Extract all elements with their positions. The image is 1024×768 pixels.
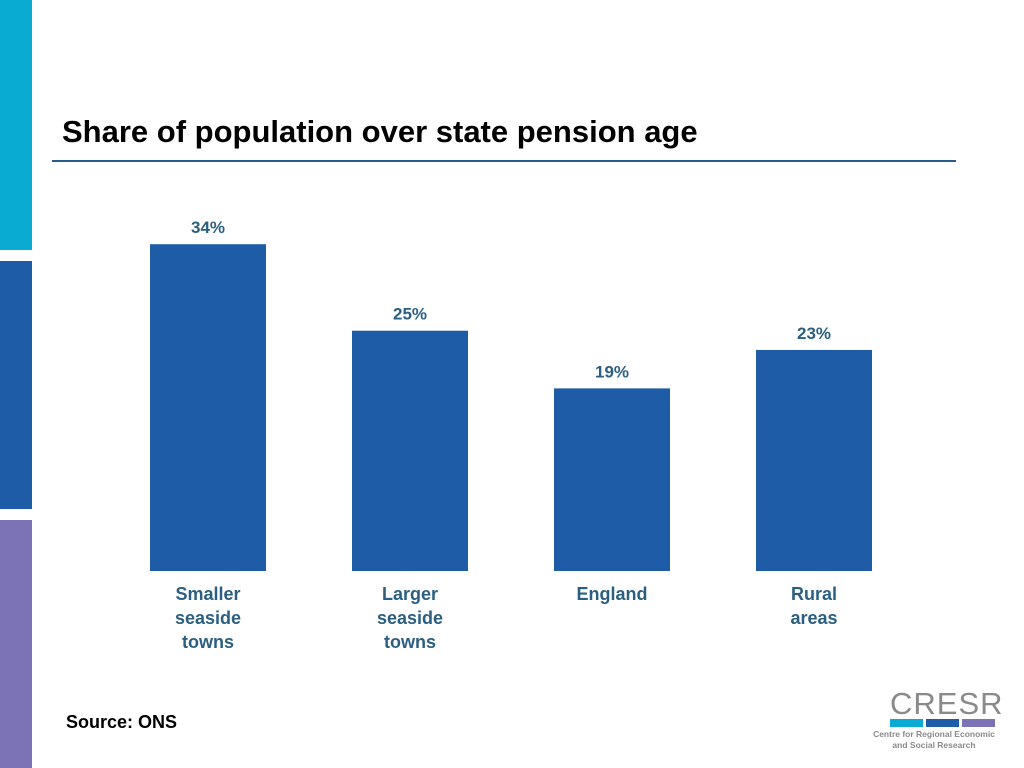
bar-2 — [554, 388, 670, 571]
title-divider — [52, 160, 956, 162]
bar-3 — [756, 349, 872, 571]
category-label-2-line-0: England — [577, 584, 648, 604]
logo-subtitle-line-2: and Social Research — [892, 740, 976, 750]
category-label-1-line-1: seaside — [377, 608, 443, 628]
bar-0 — [150, 244, 266, 571]
decorative-strip-middle — [0, 261, 32, 509]
chart-title: Share of population over state pension a… — [62, 114, 698, 149]
decorative-strip-top — [0, 0, 32, 250]
category-label-0-line-0: Smaller — [175, 584, 240, 604]
category-label-1-line-0: Larger — [382, 584, 438, 604]
logo-wordmark: CRESR — [890, 686, 1004, 721]
cresr-logo: CRESR Centre for Regional Economic and S… — [870, 688, 1002, 754]
logo-subtitle: Centre for Regional Economic and Social … — [870, 729, 998, 751]
logo-bar-1 — [890, 719, 923, 727]
source-note: Source: ONS — [66, 712, 178, 732]
value-label-2: 19% — [595, 362, 629, 381]
value-label-3: 23% — [797, 324, 831, 343]
category-label-1-line-2: towns — [384, 632, 436, 652]
value-label-1: 25% — [393, 305, 427, 324]
bar-1 — [352, 330, 468, 571]
category-label-0-line-2: towns — [182, 632, 234, 652]
category-label-3-line-1: areas — [790, 608, 837, 628]
logo-bar-2 — [926, 719, 959, 727]
value-label-0: 34% — [191, 218, 225, 237]
logo-bar-3 — [962, 719, 995, 727]
category-label-0-line-1: seaside — [175, 608, 241, 628]
category-label-3-line-0: Rural — [791, 584, 837, 604]
logo-subtitle-line-1: Centre for Regional Economic — [873, 729, 995, 739]
decorative-strip-bottom — [0, 520, 32, 768]
logo-color-bars — [890, 719, 996, 727]
